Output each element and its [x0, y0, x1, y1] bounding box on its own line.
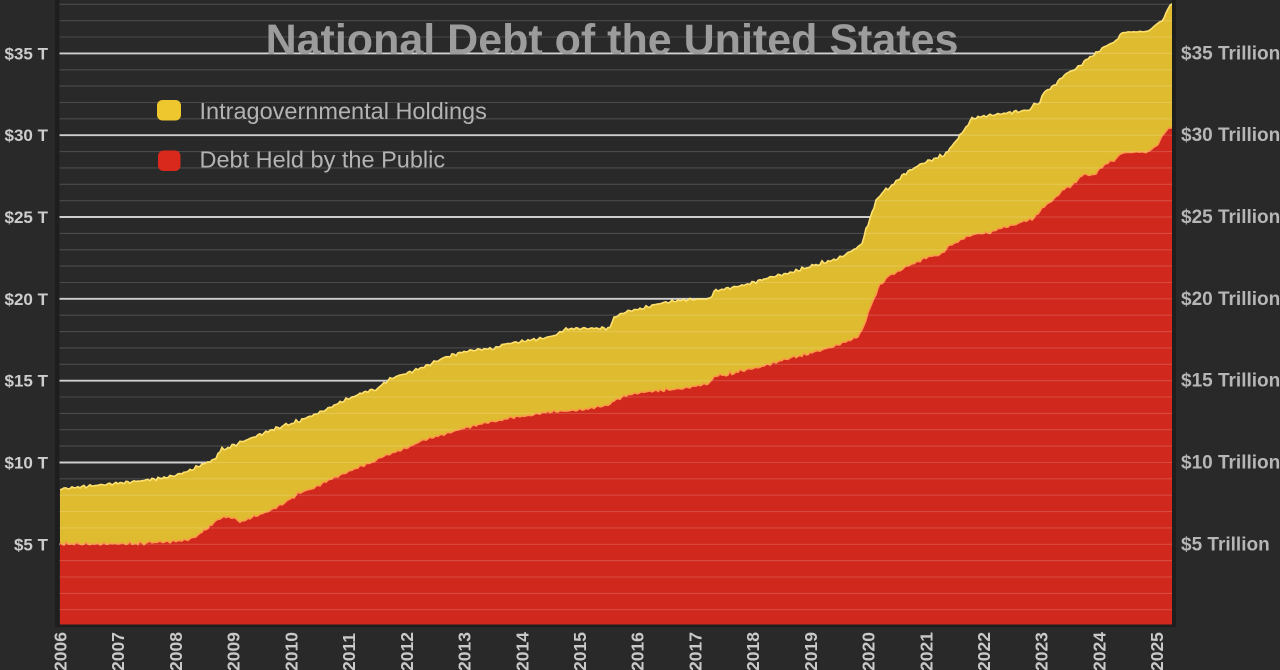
svg-text:$30 Trillion: $30 Trillion — [1181, 125, 1280, 146]
svg-text:2017: 2017 — [685, 632, 705, 670]
svg-text:2025: 2025 — [1147, 632, 1167, 670]
svg-text:2018: 2018 — [743, 632, 763, 670]
svg-text:2006: 2006 — [51, 632, 71, 670]
svg-text:2016: 2016 — [628, 632, 648, 670]
svg-text:2022: 2022 — [974, 632, 994, 670]
svg-text:2013: 2013 — [455, 632, 475, 670]
svg-text:2008: 2008 — [166, 632, 186, 670]
svg-text:$30 T: $30 T — [5, 126, 49, 145]
svg-text:$5 Trillion: $5 Trillion — [1181, 534, 1270, 555]
svg-text:2024: 2024 — [1090, 632, 1110, 670]
svg-text:$25 Trillion: $25 Trillion — [1181, 207, 1280, 228]
svg-text:$35 Trillion: $35 Trillion — [1181, 43, 1280, 64]
svg-text:$10 T: $10 T — [5, 454, 49, 473]
svg-text:2023: 2023 — [1032, 632, 1052, 670]
svg-text:National Debt of the United St: National Debt of the United States — [266, 16, 959, 64]
svg-text:2010: 2010 — [281, 632, 301, 670]
svg-text:2020: 2020 — [859, 632, 879, 670]
svg-text:$15 T: $15 T — [5, 372, 49, 391]
svg-text:$20 T: $20 T — [5, 290, 49, 309]
svg-text:Intragovernmental Holdings: Intragovernmental Holdings — [200, 98, 487, 124]
svg-text:Debt Held by the Public: Debt Held by the Public — [200, 147, 446, 173]
svg-text:2007: 2007 — [108, 632, 128, 670]
svg-text:2021: 2021 — [916, 632, 936, 670]
svg-text:$15 Trillion: $15 Trillion — [1181, 371, 1280, 392]
svg-text:2015: 2015 — [570, 632, 590, 670]
svg-text:$20 Trillion: $20 Trillion — [1181, 289, 1280, 310]
svg-text:$35 T: $35 T — [5, 44, 49, 63]
svg-text:$10 Trillion: $10 Trillion — [1181, 453, 1280, 474]
svg-text:2012: 2012 — [397, 632, 417, 670]
svg-text:2009: 2009 — [224, 632, 244, 670]
svg-text:$25 T: $25 T — [5, 208, 49, 227]
svg-text:2014: 2014 — [512, 632, 532, 670]
svg-text:2011: 2011 — [339, 633, 359, 670]
svg-text:2019: 2019 — [801, 632, 821, 670]
svg-text:$5 T: $5 T — [14, 535, 49, 554]
